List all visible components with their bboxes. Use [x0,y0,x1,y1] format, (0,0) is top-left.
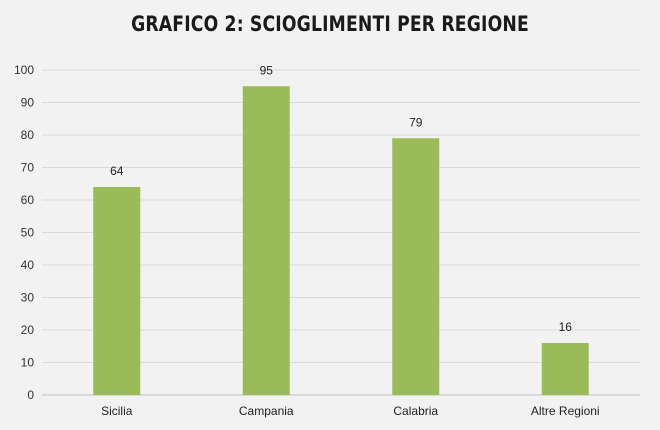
y-tick-label: 90 [21,96,35,110]
x-tick-label: Altre Regioni [531,404,600,418]
y-tick-label: 20 [21,323,35,337]
data-label: 79 [409,115,423,129]
y-tick-label: 10 [21,356,35,370]
x-tick-label: Campania [239,404,294,418]
y-tick-label: 30 [21,291,35,305]
y-tick-label: 0 [27,388,34,402]
chart-title: GRAFICO 2: SCIOGLIMENTI PER REGIONE [131,12,529,36]
y-tick-label: 70 [21,161,35,175]
data-label: 64 [110,164,124,178]
data-label: 95 [260,63,274,77]
x-tick-label: Sicilia [101,404,133,418]
x-tick-label: Calabria [393,404,438,418]
y-tick-label: 60 [21,193,35,207]
bar [392,138,440,395]
y-tick-label: 50 [21,226,35,240]
bar [242,86,290,395]
bar [541,343,589,395]
data-label: 16 [559,320,573,334]
y-tick-label: 100 [14,63,34,77]
bar [93,187,141,395]
y-tick-label: 40 [21,258,35,272]
y-tick-label: 80 [21,128,35,142]
